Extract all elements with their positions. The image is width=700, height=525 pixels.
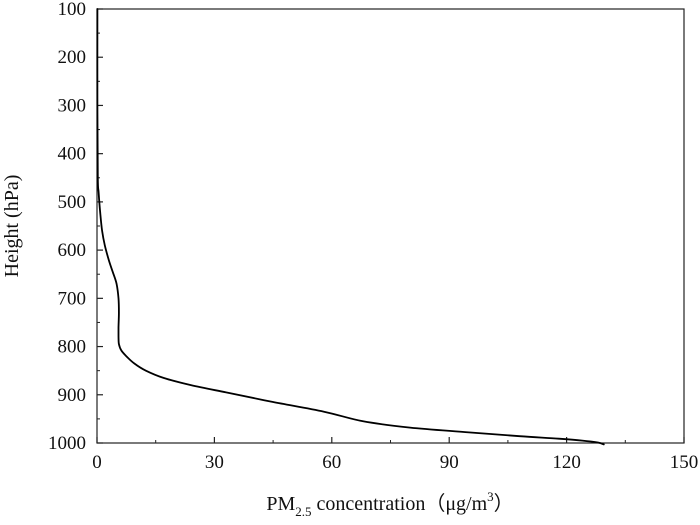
y-axis: 100 200 300 400 500 600 700 800 900 1000: [48, 0, 103, 454]
y-tick-label: 100: [58, 0, 87, 20]
x-tick-label: 30: [205, 452, 224, 473]
plot-frame: [96, 8, 685, 444]
x-tick-label: 120: [552, 452, 581, 473]
x-axis-label-rest: concentration（μg/m: [311, 492, 487, 515]
x-axis: 0 30 60 90 120 150: [92, 437, 698, 473]
x-axis-label-subscript: 2.5: [295, 504, 311, 519]
y-tick-label: 1000: [48, 433, 86, 454]
y-axis-label: Height (hPa): [1, 175, 23, 278]
y-tick-label: 200: [58, 47, 87, 68]
x-tick-label: 150: [670, 452, 699, 473]
x-tick-label: 0: [92, 452, 102, 473]
series-line: [96, 8, 605, 446]
y-tick-label: 300: [58, 95, 87, 116]
y-tick-label: 600: [58, 240, 87, 261]
y-tick-label: 800: [58, 337, 87, 358]
x-tick-label: 60: [322, 452, 341, 473]
series-layer: [96, 8, 605, 446]
y-tick-label: 500: [58, 192, 87, 213]
y-tick-label: 400: [58, 144, 87, 165]
x-axis-label-close: ）: [494, 492, 514, 515]
x-tick-label: 90: [440, 452, 459, 473]
x-axis-label-main: PM: [266, 493, 295, 515]
y-tick-label: 900: [58, 385, 87, 406]
x-axis-label-superscript: 3: [487, 489, 494, 504]
x-axis-label: PM2.5 concentration（μg/m3）: [266, 489, 513, 519]
y-tick-label: 700: [58, 288, 87, 309]
